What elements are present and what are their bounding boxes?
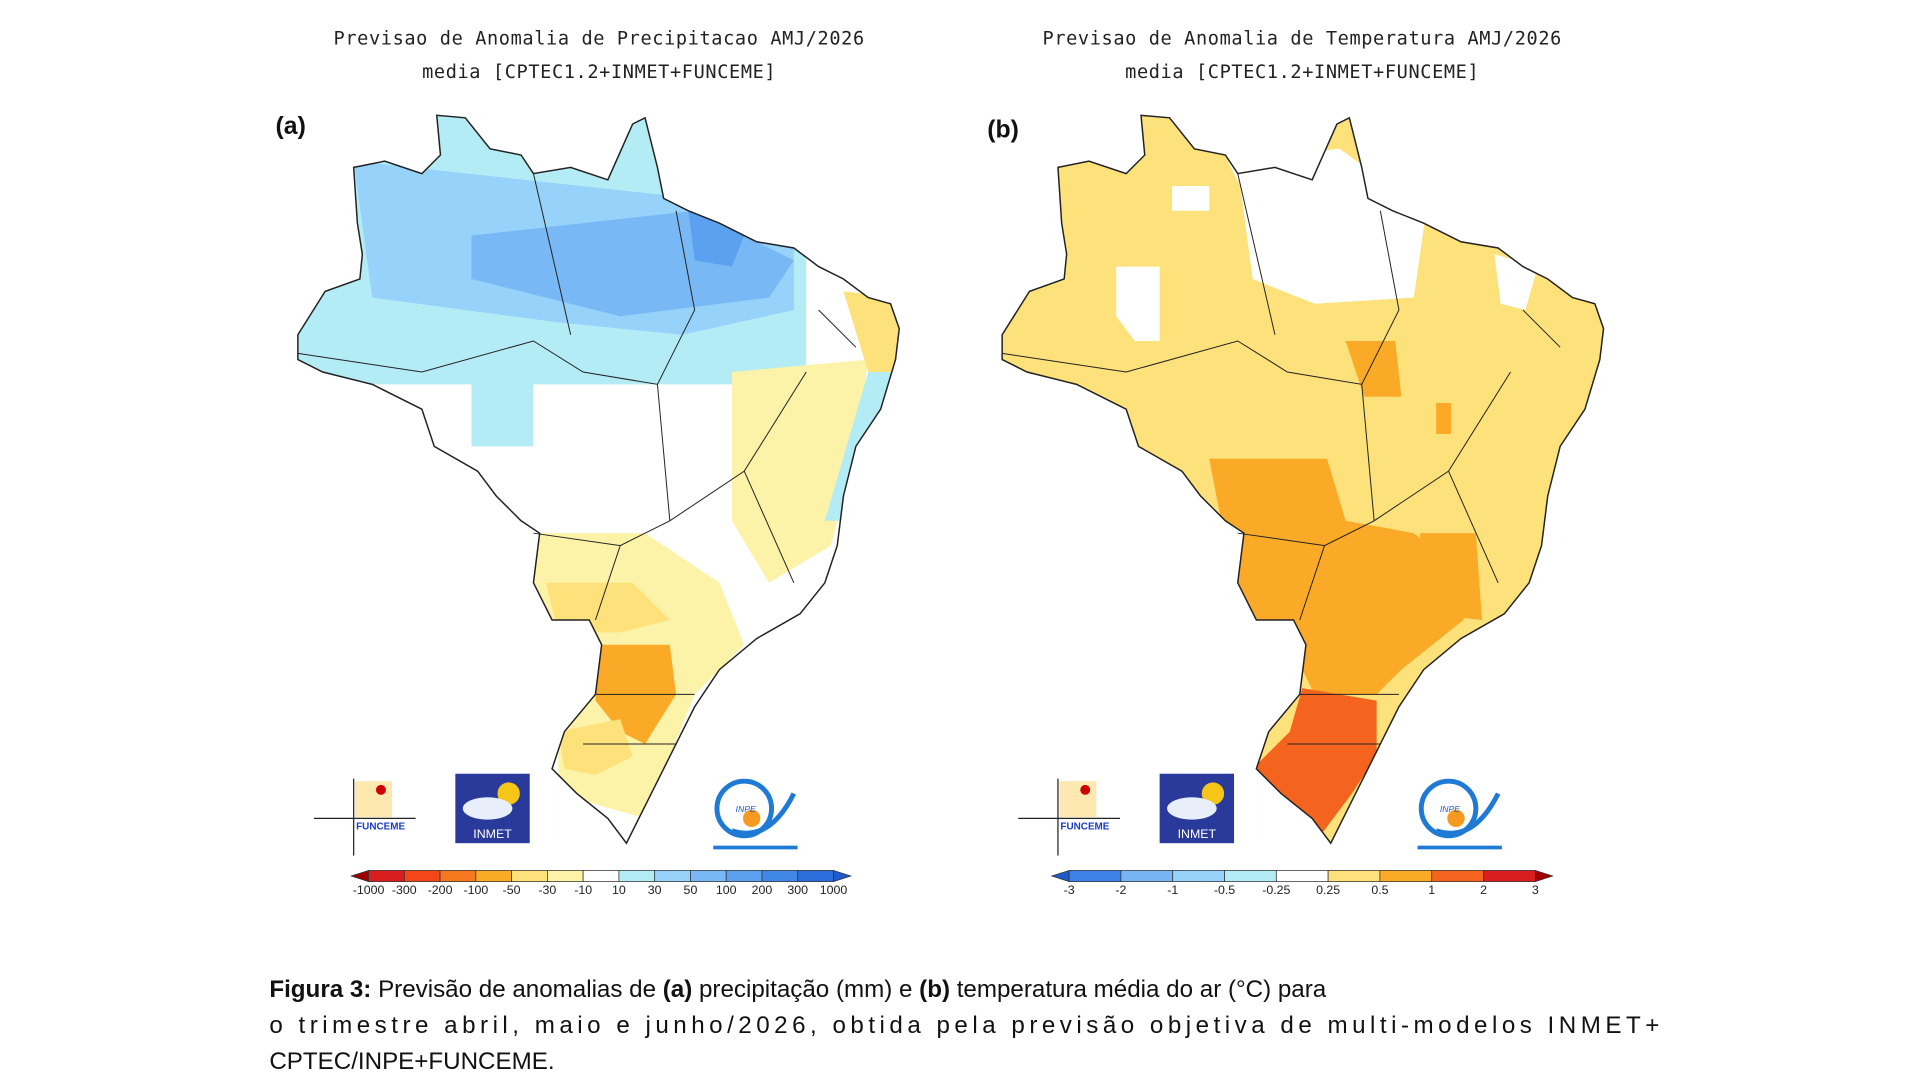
inpe-logo: INPE [713, 778, 798, 850]
colorbar-swatch [1431, 870, 1484, 882]
caption-line-3: CPTEC/INPE+FUNCEME. [269, 1048, 554, 1075]
colorbar-swatch [439, 870, 477, 882]
colorbar-tick-label: -10 [574, 883, 592, 897]
colorbar-swatch [403, 870, 441, 882]
inpe-logo-b: INPE [1417, 778, 1502, 850]
panel-b-title: Previsao de Anomalia de Temperatura AMJ/… [1043, 29, 1562, 50]
caption-line-2: o trimestre abril, maio e junho/2026, ob… [269, 1012, 1659, 1039]
colorbar-tick-label: -0.5 [1214, 883, 1235, 897]
colorbar-swatch [511, 870, 548, 882]
colorbar-tick-label: 3 [1532, 883, 1539, 897]
colorbar-tick-label: 0.25 [1316, 883, 1340, 897]
colorbar-swatch [349, 869, 369, 883]
panel-a-subtitle: media [CPTEC1.2+INMET+FUNCEME] [422, 62, 776, 83]
temperature-colorbar: -3 -2 -1 -0.5 -0.25 0.25 0.5 1 2 3 [1050, 869, 1554, 897]
precipitation-colorbar: -1000 -300 -200 -100 -50 -30 -10 10 30 50 100 200 30… [349, 869, 853, 897]
caption-figure-label: Figura 3: [269, 976, 371, 1003]
precipitation-anomaly-map [297, 115, 900, 844]
panel-b-temperature: Previsao de Anomalia de Temperatura AMJ/… [987, 29, 1605, 897]
figure-caption: Figura 3: Previsão de anomalias de (a) p… [269, 976, 1659, 1075]
funceme-logo-b: FUNCEME [1018, 778, 1120, 856]
caption-text: Previsão de anomalias de [371, 976, 662, 1003]
colorbar-tick-label: 0.5 [1371, 883, 1388, 897]
colorbar-swatch [1224, 870, 1277, 882]
caption-text: temperatura média do ar (°C) para [950, 976, 1327, 1003]
panel-b-label: (b) [987, 117, 1019, 144]
colorbar-tick-label: -30 [538, 883, 556, 897]
colorbar-swatch [1120, 870, 1174, 882]
colorbar-tick-label: -200 [428, 883, 453, 897]
colorbar-swatch [725, 870, 763, 882]
colorbar-swatch [475, 870, 512, 882]
state-borders-a [297, 173, 857, 745]
colorbar-tick-label: 10 [612, 883, 626, 897]
panel-a-label: (a) [276, 113, 306, 140]
inmet-logo-text: INMET [1178, 827, 1217, 841]
colorbar-tick-label: -50 [503, 883, 521, 897]
colorbar-tick-label: -100 [463, 883, 488, 897]
state-borders-b [1002, 173, 1561, 745]
colorbar-tick-label: 30 [648, 883, 662, 897]
caption-line-1: Figura 3: Previsão de anomalias de (a) p… [269, 976, 1326, 1003]
colorbar-tick-label: -0.25 [1262, 883, 1290, 897]
colorbar-swatch [1068, 870, 1122, 882]
colorbar-swatch [368, 870, 405, 882]
colorbar-swatch [1275, 870, 1329, 882]
colorbar-tick-label: 2 [1480, 883, 1487, 897]
colorbar-tick-label: -1 [1167, 883, 1178, 897]
funceme-logo: FUNCEME [313, 778, 416, 856]
colorbar-swatch [833, 869, 853, 883]
caption-ref-a: (a) [663, 976, 693, 1003]
temperature-anomaly-map [1002, 115, 1604, 844]
colorbar-tick-label: -1000 [353, 883, 385, 897]
panel-b-subtitle: media [CPTEC1.2+INMET+FUNCEME] [1125, 62, 1479, 83]
colorbar-swatch [761, 870, 799, 882]
colorbar-swatch [1050, 869, 1070, 883]
colorbar-swatch [1327, 870, 1381, 882]
inmet-logo-b: INMET [1159, 773, 1235, 844]
inpe-logo-text: INPE [1440, 804, 1460, 814]
colorbar-tick-label: 300 [787, 883, 808, 897]
colorbar-swatch [1483, 870, 1536, 882]
colorbar-swatch [690, 870, 727, 882]
colorbar-swatch [1379, 870, 1433, 882]
colorbar-swatch [797, 870, 834, 882]
colorbar-tick-label: 1 [1428, 883, 1435, 897]
colorbar-tick-label: -300 [392, 883, 417, 897]
colorbar-swatch [654, 870, 691, 882]
colorbar-tick-label: 50 [684, 883, 698, 897]
colorbar-swatch [1534, 869, 1554, 883]
inmet-logo-text: INMET [473, 827, 512, 841]
colorbar-tick-label: -3 [1064, 883, 1075, 897]
panel-a-precipitation: Previsao de Anomalia de Precipitacao AMJ… [276, 29, 900, 897]
colorbar-tick-label: 100 [716, 883, 737, 897]
caption-ref-b: (b) [919, 976, 950, 1003]
colorbar-tick-label: -2 [1115, 883, 1126, 897]
panel-a-title: Previsao de Anomalia de Precipitacao AMJ… [334, 29, 865, 50]
colorbar-swatch [582, 870, 620, 882]
colorbar-tick-label: 200 [752, 883, 773, 897]
colorbar-swatch [618, 870, 656, 882]
funceme-logo-text: FUNCEME [1060, 822, 1109, 833]
inpe-logo-text: INPE [736, 804, 756, 814]
inmet-logo: INMET [455, 773, 530, 844]
colorbar-swatch [1172, 870, 1225, 882]
caption-text: precipitação (mm) e [692, 976, 919, 1003]
colorbar-tick-label: 1000 [820, 883, 848, 897]
colorbar-swatch [547, 870, 584, 882]
funceme-logo-text: FUNCEME [356, 822, 405, 833]
